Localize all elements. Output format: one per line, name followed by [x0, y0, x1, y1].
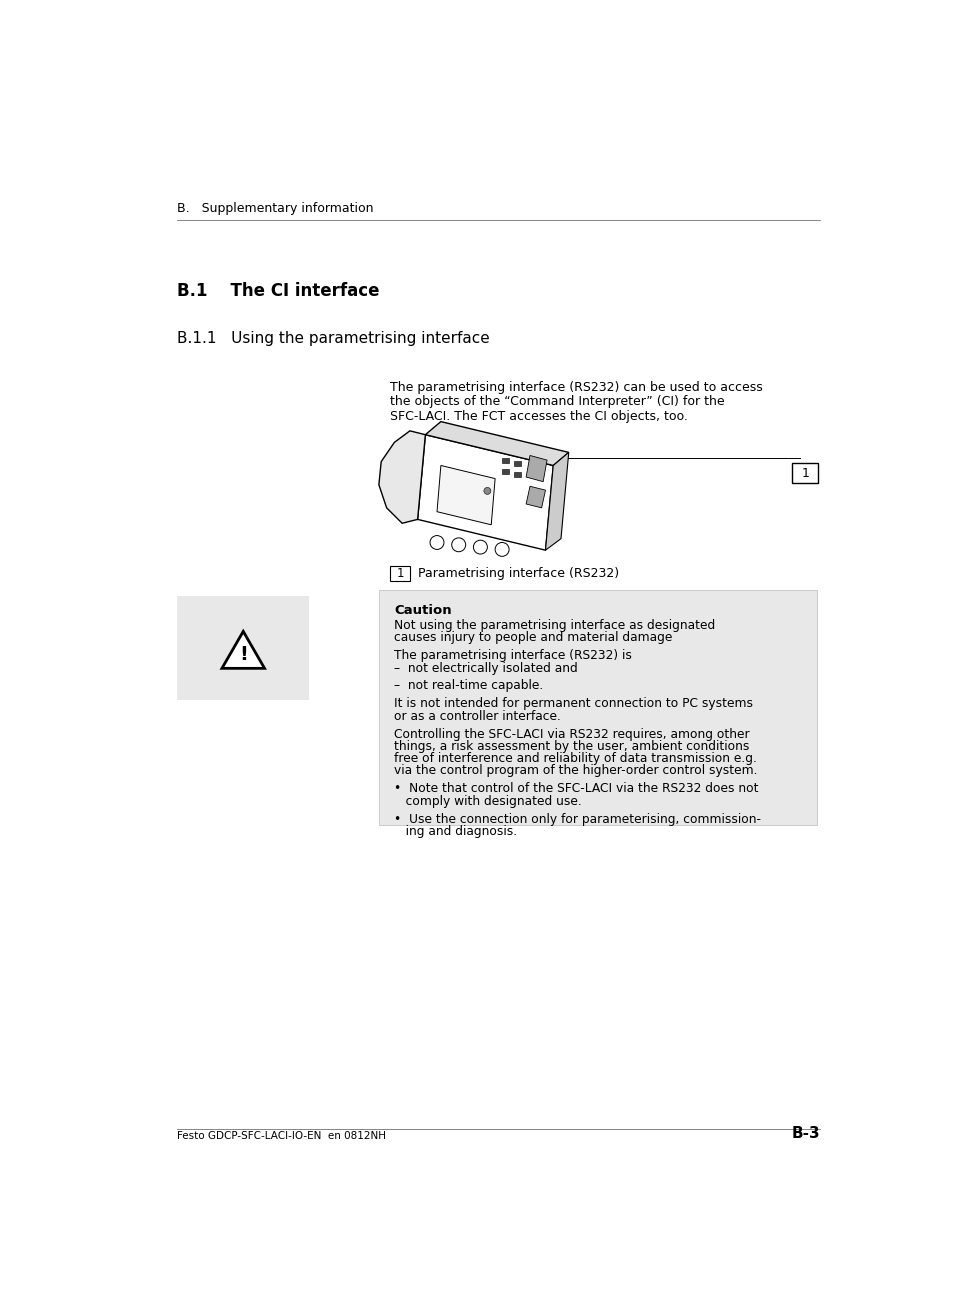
Text: Parametrising interface (RS232): Parametrising interface (RS232)	[417, 567, 618, 580]
Text: •  Note that control of the SFC-LACI via the RS232 does not: • Note that control of the SFC-LACI via …	[394, 782, 758, 795]
Circle shape	[495, 542, 509, 556]
Text: 1: 1	[801, 466, 808, 479]
Text: The parametrising interface (RS232) can be used to access: The parametrising interface (RS232) can …	[390, 381, 762, 394]
Text: B.   Supplementary information: B. Supplementary information	[177, 202, 374, 215]
Text: B.1.1   Using the parametrising interface: B.1.1 Using the parametrising interface	[177, 332, 490, 346]
FancyBboxPatch shape	[791, 464, 818, 483]
Text: or as a controller interface.: or as a controller interface.	[394, 709, 560, 722]
Bar	[502, 458, 509, 464]
Text: B.1    The CI interface: B.1 The CI interface	[177, 282, 379, 300]
Circle shape	[473, 541, 487, 554]
Text: the objects of the “Command Interpreter” (CI) for the: the objects of the “Command Interpreter”…	[390, 396, 724, 409]
Text: things, a risk assessment by the user, ambient conditions: things, a risk assessment by the user, a…	[394, 739, 749, 752]
Text: comply with designated use.: comply with designated use.	[394, 794, 581, 807]
Polygon shape	[545, 452, 568, 550]
Text: Controlling the SFC-LACI via RS232 requires, among other: Controlling the SFC-LACI via RS232 requi…	[394, 727, 749, 741]
Circle shape	[430, 535, 443, 550]
Text: –  not electrically isolated and: – not electrically isolated and	[394, 662, 578, 675]
Polygon shape	[436, 465, 495, 525]
Text: causes injury to people and material damage: causes injury to people and material dam…	[394, 631, 672, 644]
Bar	[502, 469, 509, 474]
FancyBboxPatch shape	[390, 565, 410, 581]
Polygon shape	[425, 422, 568, 465]
Polygon shape	[525, 456, 546, 482]
Text: SFC-LACI. The FCT accesses the CI objects, too.: SFC-LACI. The FCT accesses the CI object…	[390, 410, 688, 423]
Polygon shape	[222, 631, 264, 669]
Text: free of interference and reliability of data transmission e.g.: free of interference and reliability of …	[394, 752, 757, 765]
Text: B-3: B-3	[790, 1126, 819, 1140]
Text: The parametrising interface (RS232) is: The parametrising interface (RS232) is	[394, 649, 632, 662]
Text: Caution: Caution	[394, 605, 452, 618]
Circle shape	[483, 487, 491, 495]
Bar	[514, 471, 520, 477]
Text: via the control program of the higher-order control system.: via the control program of the higher-or…	[394, 764, 757, 777]
Text: ing and diagnosis.: ing and diagnosis.	[394, 825, 517, 838]
Text: !: !	[238, 645, 248, 665]
Polygon shape	[525, 486, 545, 508]
FancyBboxPatch shape	[177, 597, 309, 700]
Polygon shape	[378, 431, 425, 524]
Text: It is not intended for permanent connection to PC systems: It is not intended for permanent connect…	[394, 697, 753, 710]
Bar	[514, 461, 520, 466]
Polygon shape	[417, 435, 553, 550]
FancyBboxPatch shape	[378, 590, 816, 825]
Text: 1: 1	[396, 567, 404, 580]
Circle shape	[452, 538, 465, 551]
Text: •  Use the connection only for parameterising, commission-: • Use the connection only for parameteri…	[394, 812, 760, 825]
Text: –  not real-time capable.: – not real-time capable.	[394, 679, 543, 692]
Text: Festo GDCP-SFC-LACI-IO-EN  en 0812NH: Festo GDCP-SFC-LACI-IO-EN en 0812NH	[177, 1131, 386, 1140]
Text: Not using the parametrising interface as designated: Not using the parametrising interface as…	[394, 619, 715, 632]
